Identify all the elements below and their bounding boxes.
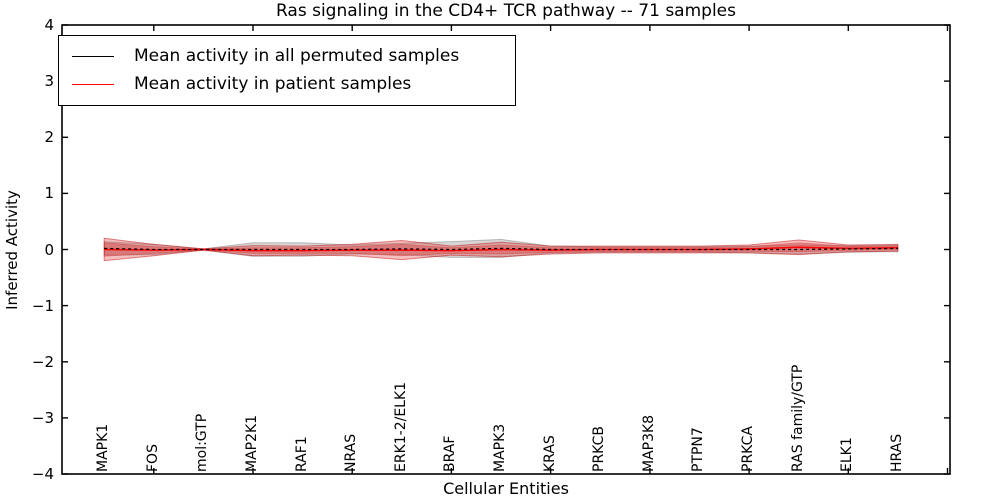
x-category-label: MAP3K8 <box>640 414 657 472</box>
x-category-label: BRAF <box>442 435 459 472</box>
legend-label: Mean activity in patient samples <box>134 74 412 94</box>
y-tick-label: 0 <box>44 240 54 259</box>
patient-mean-line <box>104 246 898 252</box>
x-category-label: PRKCB <box>591 426 608 472</box>
legend-label: Mean activity in all permuted samples <box>134 46 460 66</box>
x-category-label: MAPK3 <box>492 423 509 472</box>
x-category-label: MAP2K1 <box>243 414 260 472</box>
y-tick-label: −4 <box>31 465 54 483</box>
y-tick-label: 2 <box>44 128 54 147</box>
x-category-label: HRAS <box>888 433 905 472</box>
y-tick-label: −2 <box>31 352 54 371</box>
y-tick-label: 4 <box>44 16 54 34</box>
legend-item-permuted: Mean activity in all permuted samples <box>59 42 515 70</box>
chart-title: Ras signaling in the CD4+ TCR pathway --… <box>275 1 736 21</box>
mean-lines-group <box>104 246 898 252</box>
x-category-label: NRAS <box>343 433 360 472</box>
legend-item-patient: Mean activity in patient samples <box>59 70 515 98</box>
y-tick-label: −3 <box>31 408 54 427</box>
x-category-label: RAS family/GTP <box>789 364 806 472</box>
x-category-label: ERK1-2/ELK1 <box>392 381 409 472</box>
x-category-label: KRAS <box>541 435 558 472</box>
x-category-label: MAPK1 <box>95 423 112 472</box>
x-axis-label: Cellular Entities <box>443 479 569 498</box>
x-category-label: RAF1 <box>293 436 310 472</box>
y-tick-label: 1 <box>44 184 54 203</box>
y-tick-label: −1 <box>31 296 54 315</box>
patient-line-swatch <box>72 83 114 85</box>
x-category-label: ELK1 <box>839 437 856 472</box>
permuted-line-swatch <box>72 55 114 57</box>
y-tick-label: 3 <box>44 72 54 91</box>
legend: Mean activity in all permuted samples Me… <box>58 35 516 106</box>
x-category-label: FOS <box>144 444 161 472</box>
x-category-label: PTPN7 <box>690 427 707 472</box>
axis-ticks <box>62 24 950 475</box>
permuted-mean-line <box>104 247 898 251</box>
x-category-label: PRKCA <box>740 426 757 472</box>
x-category-label: mol:GTP <box>194 413 211 472</box>
